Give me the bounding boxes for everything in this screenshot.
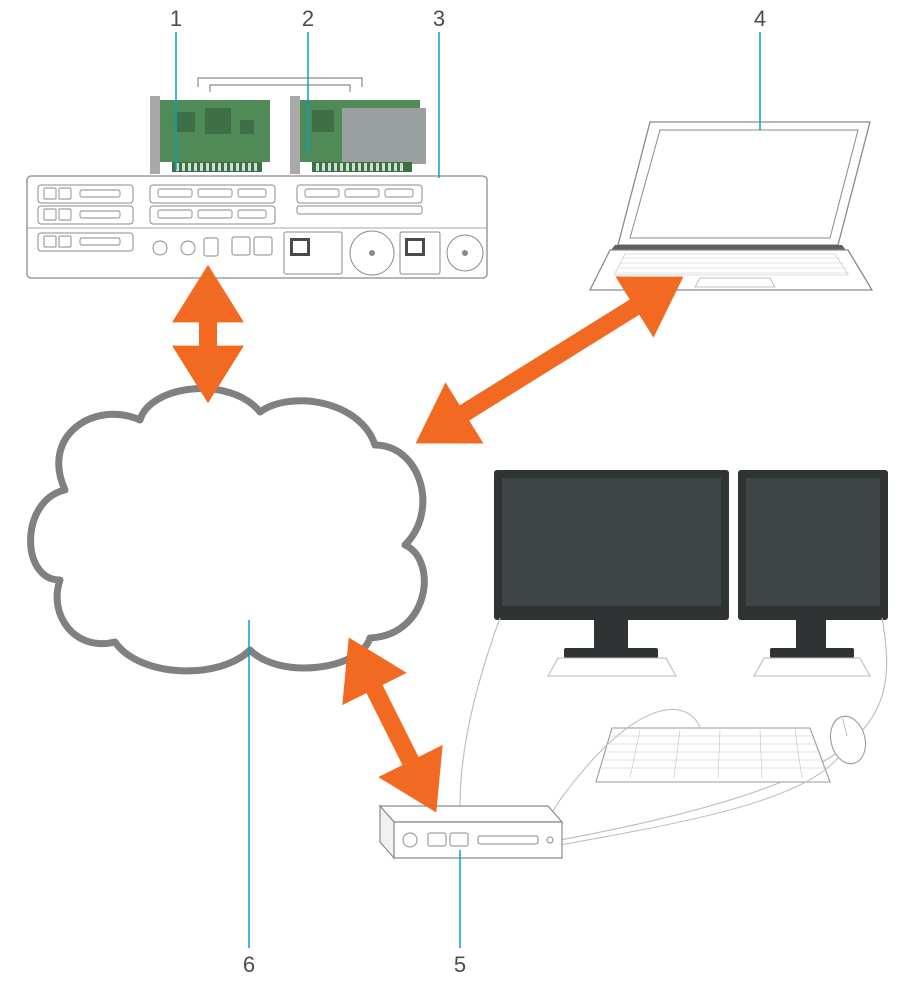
callout-4: 4 [748, 6, 772, 32]
callout-6: 6 [237, 952, 261, 978]
monitor-1-icon [494, 470, 729, 676]
expansion-card-2-icon [290, 96, 426, 174]
workstation-icon [460, 470, 888, 850]
network-diagram-svg [0, 0, 902, 991]
expansion-card-1-icon [150, 96, 270, 174]
callout-1: 1 [164, 6, 188, 32]
callout-3: 3 [427, 6, 451, 32]
callout-5: 5 [448, 952, 472, 978]
keyboard-icon [540, 709, 830, 835]
monitor-2-icon [738, 470, 888, 676]
laptop-icon [590, 122, 872, 290]
server-icon [27, 78, 487, 278]
thin-client-icon [380, 806, 562, 858]
diagram-canvas: 1 2 3 4 5 6 [0, 0, 902, 991]
arrow-laptop-cloud [437, 290, 662, 430]
cloud-icon [31, 389, 425, 671]
callout-2: 2 [296, 6, 320, 32]
arrow-thinclient-cloud [360, 660, 425, 790]
